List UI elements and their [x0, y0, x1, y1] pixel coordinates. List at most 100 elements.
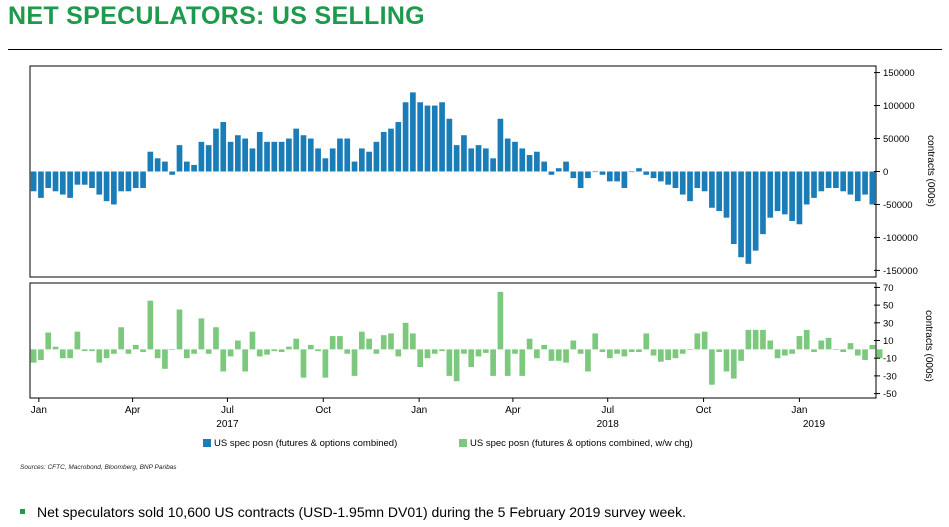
change-bar — [694, 333, 701, 350]
position-bar — [103, 171, 110, 202]
x-tick-label: Oct — [696, 405, 712, 416]
change-bar — [249, 331, 256, 350]
change-bar — [81, 349, 88, 352]
position-bar — [351, 161, 358, 172]
position-bar — [191, 164, 197, 172]
change-bar — [220, 349, 227, 372]
position-bar — [169, 171, 176, 175]
position-bar — [789, 171, 795, 221]
position-bar — [482, 148, 489, 172]
position-bar — [694, 171, 701, 188]
change-bar — [235, 340, 241, 350]
position-bar — [380, 131, 387, 172]
position-bar — [439, 102, 445, 172]
change-bar — [52, 346, 59, 350]
position-bar — [716, 171, 723, 212]
change-bar — [606, 349, 613, 359]
top-y-axis: -150000 -100000 -50000 0 50000 100000 150000 — [874, 68, 918, 277]
change-bar — [716, 349, 723, 352]
position-bar — [621, 171, 628, 188]
change-bar — [461, 349, 467, 354]
position-bar — [176, 145, 183, 172]
top-y-tick-label: 0 — [883, 167, 888, 178]
x-tick-label: Jan — [411, 405, 427, 416]
summary-bullet: Net speculators sold 10,600 US contracts… — [20, 504, 686, 520]
position-bar — [220, 122, 227, 172]
position-bar — [461, 135, 467, 172]
position-bar — [658, 171, 664, 182]
position-bar — [614, 171, 620, 182]
change-bar — [395, 349, 402, 357]
position-bar — [402, 102, 409, 172]
top-y-tick-label: 150000 — [883, 68, 915, 79]
legend: US spec posn (futures & options combined… — [203, 438, 693, 449]
change-bar — [169, 349, 176, 350]
position-bars — [30, 92, 876, 264]
top-y-axis-label: contracts (000s) — [925, 135, 936, 207]
change-bar — [767, 340, 774, 350]
change-bar — [300, 349, 307, 378]
position-bar — [67, 171, 73, 198]
change-bar — [636, 349, 642, 352]
change-bar — [679, 349, 686, 354]
change-bar — [329, 336, 336, 350]
top-y-tick-label: -100000 — [883, 233, 918, 244]
bottom-y-tick-label: -10 — [883, 354, 897, 365]
position-bar — [329, 148, 336, 172]
position-bar — [125, 171, 132, 192]
change-bar — [658, 349, 664, 362]
change-bar — [614, 349, 620, 354]
position-bar — [89, 171, 95, 188]
change-bar — [96, 349, 103, 363]
change-bar — [862, 349, 868, 360]
position-bar — [869, 171, 876, 205]
position-bar — [366, 151, 372, 172]
x-year-label: 2017 — [216, 419, 239, 430]
x-tick-label: Jan — [791, 405, 807, 416]
position-bar — [490, 158, 496, 172]
chart: -150000 -100000 -50000 0 50000 100000 150000 c… — [29, 65, 936, 449]
x-tick-label: Oct — [316, 405, 332, 416]
change-bar — [322, 349, 329, 378]
change-bar — [585, 349, 591, 372]
position-bar — [271, 141, 278, 172]
change-bar — [162, 349, 168, 369]
change-bar — [147, 300, 154, 350]
position-bar — [417, 102, 424, 172]
position-bar — [424, 105, 431, 172]
position-bar — [74, 171, 81, 185]
change-bar — [410, 333, 416, 350]
x-tick-label: Jul — [601, 405, 614, 416]
change-bar — [256, 349, 263, 357]
change-bar — [570, 340, 577, 350]
change-bar — [307, 344, 314, 350]
position-bar — [803, 171, 810, 205]
position-bar — [563, 161, 569, 172]
change-bar — [439, 349, 445, 352]
change-bar — [628, 349, 635, 352]
change-bar — [840, 349, 847, 352]
position-bar — [52, 171, 59, 192]
change-bar — [358, 331, 365, 350]
position-bar — [512, 141, 518, 172]
change-bar — [701, 331, 708, 350]
position-bar — [585, 171, 591, 179]
change-bar — [118, 327, 125, 350]
change-bar — [154, 349, 161, 359]
change-bar — [825, 337, 832, 350]
change-bar — [30, 349, 37, 363]
change-bar — [541, 344, 548, 350]
x-axis: Jan Apr Jul Oct Jan Apr Jul Oct Jan 2017 2018 2019 — [31, 398, 826, 430]
top-y-tick-label: -50000 — [883, 200, 913, 211]
change-bar — [227, 349, 234, 357]
bottom-panel: -50 -30 -10 10 30 50 70 contracts (000s) Jan Ap… — [29, 282, 934, 430]
position-bar — [760, 171, 766, 235]
position-bar — [592, 171, 599, 173]
change-bar — [789, 349, 795, 354]
change-bar — [745, 329, 752, 350]
change-bar — [599, 349, 606, 352]
bottom-y-tick-label: 30 — [883, 318, 894, 329]
change-bar — [337, 336, 343, 350]
position-bar — [96, 171, 103, 195]
change-bar — [286, 346, 292, 350]
